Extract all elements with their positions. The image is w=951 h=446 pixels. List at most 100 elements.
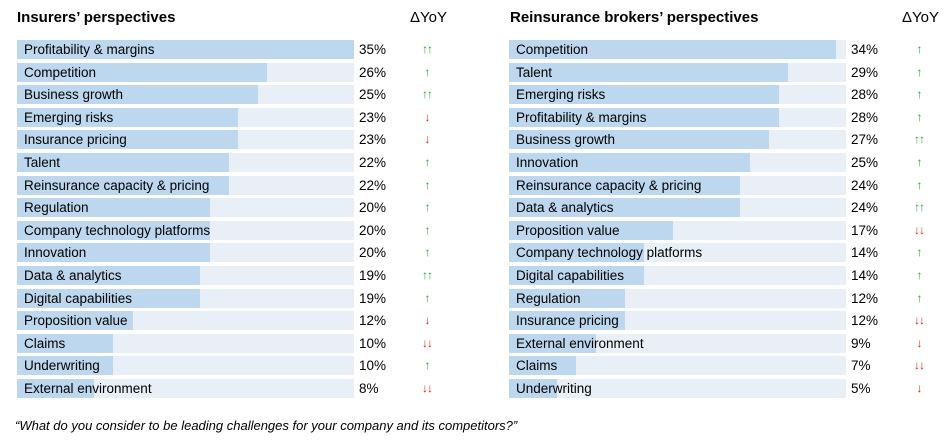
yoy-up-arrow-icon: ↑ (916, 245, 923, 260)
category-label: External environment (516, 335, 644, 351)
bar-row: Talent (17, 153, 354, 173)
bar-row: Insurance pricing (17, 130, 354, 150)
category-label: Talent (516, 64, 553, 80)
value-label: 22% (359, 177, 387, 193)
bar (17, 379, 95, 398)
bar (509, 130, 769, 150)
bar (509, 266, 644, 285)
bar-row: Competition (17, 62, 354, 83)
value-label: 12% (851, 290, 879, 306)
value-label: 20% (359, 245, 387, 261)
value-label: 20% (359, 200, 387, 216)
value-label: 34% (851, 42, 879, 57)
bar-track (509, 356, 846, 376)
yoy-up-arrow-icon: ↑ (424, 64, 431, 79)
category-label: Competition (516, 42, 589, 57)
bar-row: Talent (509, 62, 846, 83)
bar (17, 175, 229, 195)
insurers-yoy-header: ΔYoY (410, 9, 447, 26)
bar-row: Claims (17, 333, 354, 354)
yoy-up-arrow-icon: ↑ (916, 177, 923, 192)
value-label: 9% (851, 335, 871, 351)
bar (17, 243, 210, 263)
category-label: Underwriting (24, 358, 100, 374)
yoy-down-arrow-icon: ↓↓ (914, 222, 925, 237)
bar (17, 153, 229, 172)
bar (509, 85, 779, 105)
bar-row: Business growth (509, 130, 846, 150)
value-label: 28% (851, 87, 879, 103)
category-label: Data & analytics (516, 200, 614, 216)
yoy-up-arrow-icon: ↑ (916, 64, 923, 79)
category-label: Proposition value (516, 222, 620, 238)
yoy-down-arrow-icon: ↓ (424, 109, 431, 124)
bar (17, 311, 133, 331)
bar (509, 288, 625, 308)
yoy-down-arrow-icon: ↓↓ (914, 313, 925, 328)
yoy-up-arrow-icon: ↑ (916, 87, 923, 102)
bar-row: Digital capabilities (17, 288, 354, 309)
bar (509, 379, 558, 398)
yoy-down-arrow-icon: ↓↓ (914, 358, 925, 373)
bar (17, 288, 200, 308)
bar-row: Underwriting (17, 356, 354, 376)
value-label: 27% (851, 132, 879, 148)
yoy-up-arrow-icon: ↑ (916, 268, 923, 282)
yoy-up-arrow-icon: ↑↑ (914, 132, 925, 147)
category-label: Business growth (516, 132, 616, 148)
category-label: Data & analytics (24, 268, 122, 283)
bar (17, 266, 200, 285)
category-label: Competition (24, 64, 97, 80)
value-label: 24% (851, 200, 879, 216)
bar (509, 333, 596, 353)
bar-row: External environment (509, 333, 846, 354)
bar (17, 62, 268, 82)
bar (17, 85, 258, 105)
bar (17, 333, 114, 353)
value-label: 29% (851, 64, 879, 80)
bar-row: Proposition value (509, 220, 846, 241)
category-label: Business growth (24, 87, 124, 103)
bar-row: Emerging risks (17, 107, 354, 128)
bar-row: Data & analytics (509, 198, 846, 218)
category-label: Regulation (24, 200, 89, 216)
value-label: 35% (359, 42, 387, 57)
yoy-up-arrow-icon: ↑ (424, 177, 431, 192)
bar (509, 153, 750, 172)
yoy-up-arrow-icon: ↑↑ (914, 200, 925, 215)
value-label: 7% (851, 358, 871, 374)
bar (17, 220, 210, 240)
yoy-up-arrow-icon: ↑ (916, 109, 923, 124)
category-label: Underwriting (516, 381, 592, 396)
bar-row: Regulation (17, 198, 354, 218)
value-label: 20% (359, 222, 387, 238)
category-label: Insurance pricing (516, 313, 619, 329)
category-label: Innovation (24, 245, 87, 261)
bar-row: Business growth (17, 85, 354, 105)
bar-row: Digital capabilities (509, 266, 846, 286)
insurers-title: Insurers’ perspectives (17, 9, 176, 26)
bar-row: Profitability & margins (509, 107, 846, 128)
bar (509, 175, 741, 195)
brokers-yoy-header: ΔYoY (902, 9, 939, 26)
category-label: Proposition value (24, 313, 128, 329)
bar-row: External environment (17, 379, 354, 399)
bar-row: Reinsurance capacity & pricing (17, 175, 354, 196)
value-label: 26% (359, 64, 387, 80)
value-label: 19% (359, 290, 387, 306)
bar (17, 130, 239, 150)
bar (509, 356, 577, 376)
category-label: Digital capabilities (24, 290, 133, 306)
yoy-down-arrow-icon: ↓ (424, 132, 431, 147)
yoy-up-arrow-icon: ↑↑ (422, 87, 433, 102)
value-label: 23% (359, 132, 387, 148)
yoy-up-arrow-icon: ↑ (424, 200, 431, 215)
category-label: External environment (24, 381, 152, 396)
value-label: 10% (359, 358, 387, 374)
category-label: Profitability & margins (24, 42, 155, 57)
survey-question-footnote: “What do you consider to be leading chal… (15, 418, 518, 433)
bar (17, 40, 354, 59)
bar-row: Regulation (509, 288, 846, 309)
value-label: 12% (851, 313, 879, 329)
yoy-up-arrow-icon: ↑↑ (422, 268, 433, 282)
